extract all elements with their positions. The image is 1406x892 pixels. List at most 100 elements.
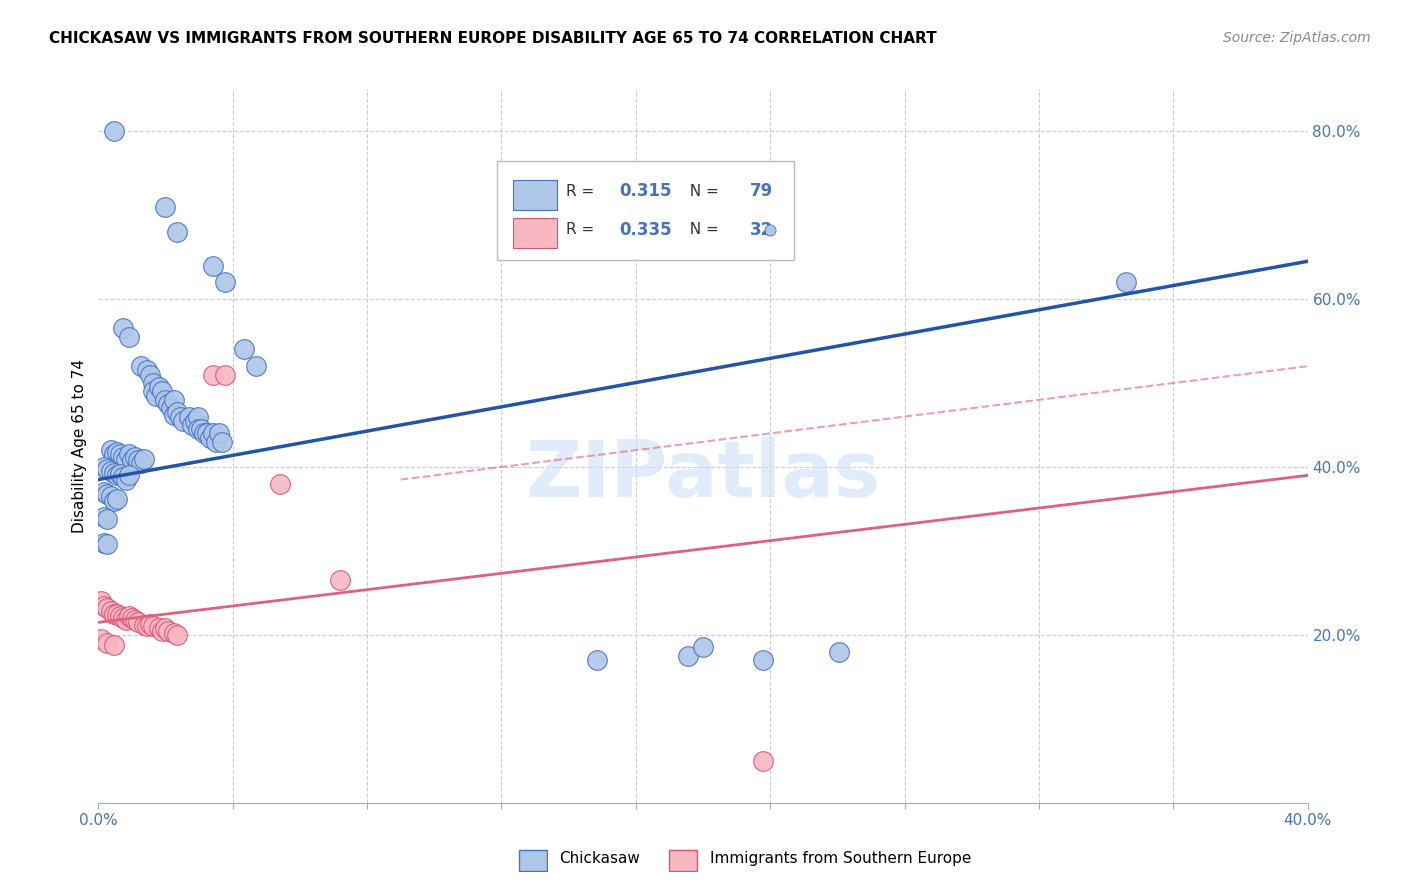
- Point: [129, 456, 152, 470]
- Point: [100, 604, 122, 618]
- Point: [93, 535, 115, 549]
- Text: R =: R =: [567, 184, 599, 199]
- Point: [108, 467, 131, 481]
- Point: [93, 510, 115, 524]
- Point: [828, 645, 851, 659]
- Point: [232, 343, 254, 357]
- Point: [148, 621, 170, 635]
- Point: [135, 363, 157, 377]
- Point: [105, 491, 128, 506]
- Point: [145, 389, 167, 403]
- Point: [172, 414, 194, 428]
- Point: [200, 431, 222, 445]
- Point: [1115, 275, 1137, 289]
- Point: [163, 392, 186, 407]
- Point: [160, 401, 183, 416]
- Point: [103, 638, 125, 652]
- Point: [93, 460, 115, 475]
- FancyBboxPatch shape: [513, 180, 557, 210]
- Point: [108, 609, 131, 624]
- Point: [114, 613, 136, 627]
- Point: [150, 384, 173, 399]
- Point: [118, 447, 141, 461]
- Point: [121, 453, 143, 467]
- Point: [202, 368, 225, 382]
- Point: [148, 380, 170, 394]
- Point: [211, 434, 233, 449]
- Point: [202, 259, 225, 273]
- Point: [118, 609, 141, 624]
- Point: [193, 426, 215, 441]
- Point: [103, 447, 125, 461]
- Point: [139, 368, 162, 382]
- Point: [142, 619, 165, 633]
- Point: [586, 653, 609, 667]
- Point: [124, 450, 146, 464]
- Point: [245, 359, 267, 374]
- Point: [208, 426, 231, 441]
- Text: 32: 32: [751, 221, 773, 239]
- Point: [90, 594, 112, 608]
- Y-axis label: Disability Age 65 to 74: Disability Age 65 to 74: [72, 359, 87, 533]
- Point: [111, 321, 134, 335]
- Point: [214, 368, 236, 382]
- Text: N =: N =: [681, 184, 724, 199]
- Point: [179, 409, 201, 424]
- Point: [108, 447, 131, 461]
- Point: [202, 426, 225, 441]
- Point: [118, 330, 141, 344]
- Point: [96, 487, 118, 501]
- Point: [139, 617, 162, 632]
- Point: [103, 607, 125, 621]
- Point: [100, 443, 122, 458]
- Point: [132, 617, 155, 632]
- Point: [153, 621, 176, 635]
- Point: [96, 512, 118, 526]
- Text: N =: N =: [681, 222, 724, 237]
- Point: [103, 493, 125, 508]
- FancyBboxPatch shape: [513, 219, 557, 248]
- Point: [127, 615, 149, 630]
- Point: [166, 225, 188, 239]
- Point: [676, 648, 699, 663]
- Point: [166, 405, 188, 419]
- Point: [96, 636, 118, 650]
- Point: [105, 607, 128, 621]
- Point: [100, 489, 122, 503]
- Point: [111, 450, 134, 464]
- Point: [329, 574, 352, 588]
- Text: Chickasaw: Chickasaw: [560, 851, 641, 865]
- Point: [127, 453, 149, 467]
- Point: [150, 624, 173, 638]
- Point: [169, 409, 191, 424]
- Text: R =: R =: [567, 222, 599, 237]
- Point: [163, 408, 186, 422]
- Point: [103, 124, 125, 138]
- Point: [153, 200, 176, 214]
- Point: [90, 632, 112, 646]
- Text: 0.335: 0.335: [620, 221, 672, 239]
- Point: [135, 619, 157, 633]
- Point: [752, 754, 775, 768]
- Point: [96, 537, 118, 551]
- Point: [205, 434, 228, 449]
- Point: [118, 468, 141, 483]
- Point: [163, 626, 186, 640]
- Point: [181, 417, 204, 432]
- Point: [692, 640, 714, 655]
- Point: [105, 445, 128, 459]
- Point: [111, 611, 134, 625]
- Point: [156, 397, 179, 411]
- Point: [156, 624, 179, 638]
- Point: [195, 426, 218, 441]
- Point: [752, 653, 775, 667]
- Point: [129, 359, 152, 374]
- Point: [269, 476, 291, 491]
- Point: [114, 473, 136, 487]
- Point: [121, 611, 143, 625]
- Point: [100, 464, 122, 478]
- Point: [132, 451, 155, 466]
- FancyBboxPatch shape: [498, 161, 793, 260]
- Point: [184, 414, 207, 428]
- Text: Immigrants from Southern Europe: Immigrants from Southern Europe: [710, 851, 972, 865]
